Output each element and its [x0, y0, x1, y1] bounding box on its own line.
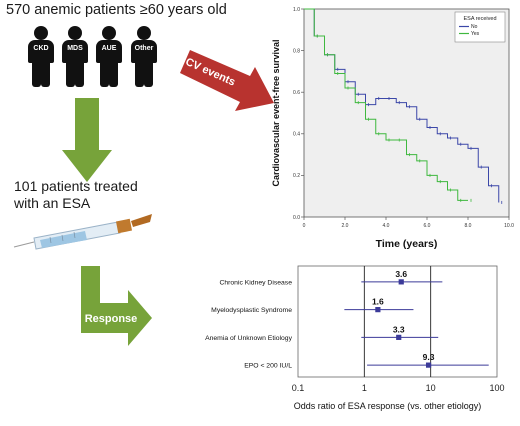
km-x-tick-label: 6.0 [424, 223, 431, 229]
forest-estimate-marker [425, 362, 432, 368]
km-x-tick-label: 4.0 [383, 223, 390, 229]
forest-x-tick-label: 100 [489, 383, 504, 393]
km-y-tick-label: 0.4 [293, 132, 300, 138]
forest-x-tick-label: 10 [426, 383, 436, 393]
forest-estimate-label: 9.3 [423, 352, 435, 362]
cv-events-arrow: CV events [180, 50, 274, 111]
km-x-tick-label: 8.0 [465, 223, 472, 229]
km-x-axis-label: Time (years) [376, 238, 438, 250]
forest-plot: 0.1 1 10 100 Odds ratio of ESA response (vs.… [205, 265, 505, 411]
km-survival-chart: 0 2.0 4.0 6.0 8.0 10.0 0.0 0.2 0.4 0.6 0.8 1.0 Time … [271, 7, 514, 250]
response-label: Response [85, 313, 138, 325]
km-y-tick-label: 0.6 [293, 90, 300, 96]
km-legend-entry: No [471, 24, 478, 30]
down-arrow [62, 98, 112, 182]
km-legend-title: ESA received [463, 16, 496, 22]
group-label-ckd: CKD [33, 45, 49, 52]
forest-estimate-marker [375, 307, 381, 313]
group-label-other: Other [134, 45, 154, 52]
km-y-tick-label: 1.0 [293, 7, 300, 13]
km-series-no [304, 8, 500, 203]
group-label-mds: MDS [67, 45, 83, 52]
km-plot-area [303, 8, 510, 218]
forest-x-tick-label: 0.1 [292, 383, 305, 393]
forest-estimate-marker [398, 279, 404, 285]
forest-category-label: Myelodysplastic Syndrome [211, 307, 292, 314]
forest-category-label: Chronic Kidney Disease [219, 279, 292, 286]
km-series-yes [304, 8, 468, 201]
forest-category-label: Anemia of Unknown Etiology [205, 335, 292, 342]
km-legend-entry: Yes [471, 31, 480, 37]
km-x-tick-label: 2.0 [342, 223, 349, 229]
response-arrow: Response [81, 266, 152, 346]
forest-category-label: EPO < 200 IU/L [244, 363, 292, 370]
patient-icons: CKD MDS AUE Other [0, 0, 170, 90]
km-y-tick-label: 0.8 [293, 48, 300, 54]
syringe-icon [13, 214, 152, 250]
forest-x-axis-label: Odds ratio of ESA response (vs. other et… [294, 401, 482, 411]
km-x-tick-label: 10.0 [504, 223, 514, 229]
forest-estimate-marker [396, 334, 402, 340]
forest-estimate-label: 3.6 [395, 269, 407, 279]
treated-text: 101 patients treated with an ESA [14, 178, 138, 211]
cohort-title: 570 anemic patients ≥60 years old [6, 2, 227, 18]
km-y-axis-label: Cardiovascular event-free survival [271, 39, 281, 186]
forest-x-tick-label: 1 [362, 383, 367, 393]
km-x-tick-label: 0 [303, 223, 306, 229]
group-label-aue: AUE [101, 45, 117, 52]
km-y-tick-label: 0.0 [293, 215, 300, 221]
forest-plot-area [297, 265, 498, 378]
km-y-tick-label: 0.2 [293, 173, 300, 179]
forest-estimate-label: 1.6 [372, 297, 384, 307]
forest-estimate-label: 3.3 [393, 324, 405, 334]
